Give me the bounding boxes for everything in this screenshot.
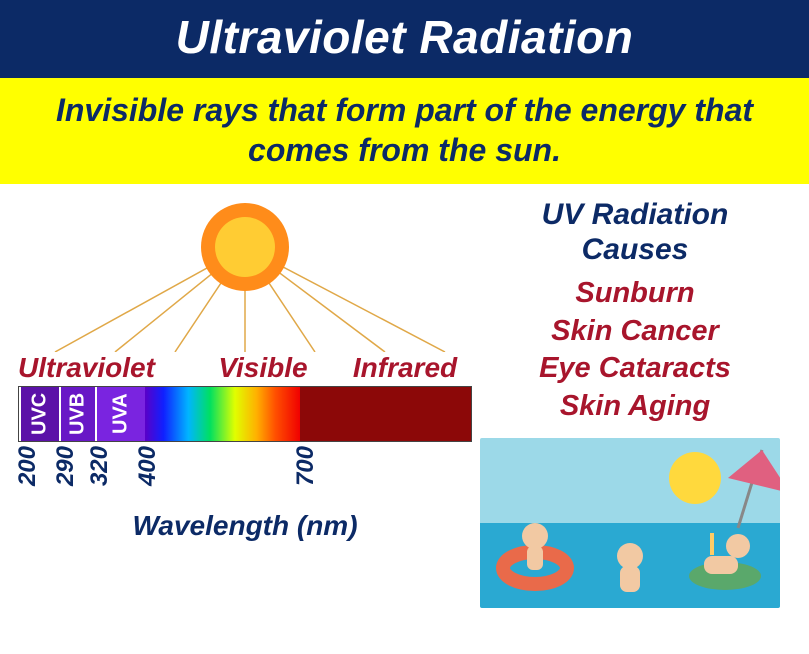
causes-heading: UV Radiation Causes (480, 198, 790, 267)
causes-column: UV Radiation Causes SunburnSkin CancerEy… (480, 192, 790, 608)
uv-band-uva: UVA (95, 387, 145, 441)
beach-illustration (480, 438, 780, 608)
causes-heading-line1: UV Radiation (542, 198, 729, 231)
subtitle-bar: Invisible rays that form part of the ene… (0, 78, 809, 184)
tick-700: 700 (292, 446, 320, 486)
causes-heading-line2: Causes (582, 233, 689, 266)
axis-label: Wavelength (nm) (10, 510, 480, 542)
sun-with-rays (10, 192, 480, 352)
subtitle-text: Invisible rays that form part of the ene… (56, 92, 753, 168)
cause-item: Eye Cataracts (480, 350, 790, 388)
tick-320: 320 (86, 446, 114, 486)
cause-item: Sunburn (480, 275, 790, 313)
label-ultraviolet: Ultraviolet (18, 352, 188, 384)
title-bar: Ultraviolet Radiation (0, 0, 809, 78)
tick-400: 400 (134, 446, 162, 486)
infrared-segment (300, 387, 471, 441)
sun-icon (25, 192, 465, 352)
label-visible: Visible (188, 352, 338, 384)
visible-segment (145, 387, 300, 441)
content-area: Ultraviolet Visible Infrared UVCUVBUVA 2… (0, 184, 809, 608)
uv-band-uvc: UVC (19, 387, 59, 441)
cause-item: Skin Cancer (480, 313, 790, 351)
spectrum-bar: UVCUVBUVA (18, 386, 472, 442)
tick-200: 200 (14, 446, 42, 486)
cause-item: Skin Aging (480, 388, 790, 426)
spectrum-labels-row: Ultraviolet Visible Infrared (10, 352, 480, 384)
spectrum-diagram: Ultraviolet Visible Infrared UVCUVBUVA 2… (10, 192, 480, 608)
label-infrared: Infrared (338, 352, 472, 384)
uv-band-uvb: UVB (59, 387, 95, 441)
page-title: Ultraviolet Radiation (176, 11, 634, 63)
causes-list: SunburnSkin CancerEye CataractsSkin Agin… (480, 275, 790, 426)
tick-290: 290 (52, 446, 80, 486)
beach-scene-icon (480, 438, 780, 608)
wavelength-ticks: 200290320400700 (18, 446, 472, 506)
